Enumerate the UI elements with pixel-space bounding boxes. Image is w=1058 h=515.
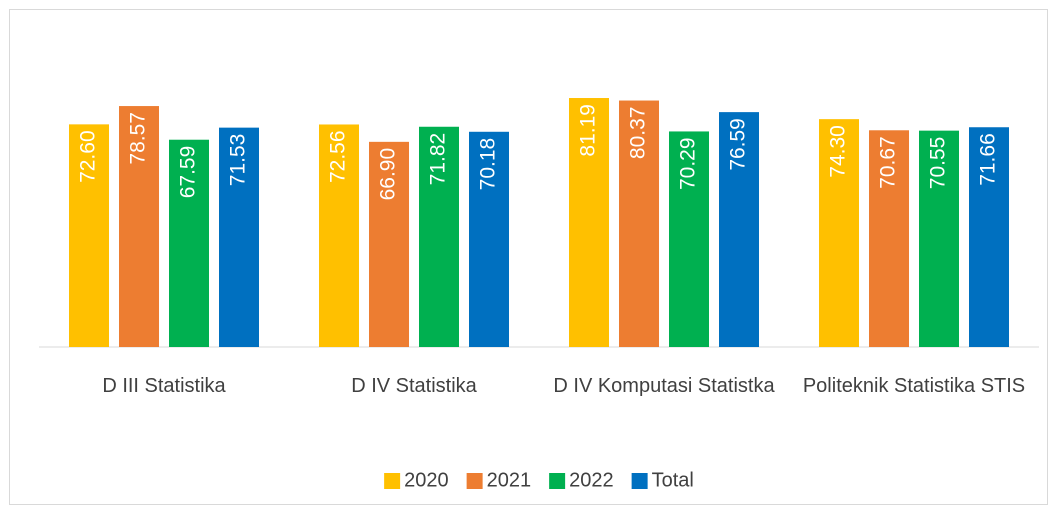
data-label: 72.60 xyxy=(77,130,100,183)
x-tick-label: D IV Statistika xyxy=(351,375,477,397)
data-label: 78.57 xyxy=(127,112,150,165)
data-label: 70.18 xyxy=(477,138,500,191)
legend-label: 2022 xyxy=(569,469,614,491)
bar xyxy=(819,119,859,347)
legend-label: 2020 xyxy=(404,469,449,491)
bar xyxy=(569,98,609,347)
bar xyxy=(719,112,759,348)
bar xyxy=(169,139,209,347)
data-label: 71.82 xyxy=(427,133,450,186)
bar xyxy=(919,130,959,347)
bar xyxy=(469,131,509,347)
bar xyxy=(619,100,659,347)
legend-label: 2021 xyxy=(487,469,532,491)
data-label: 66.90 xyxy=(377,148,400,201)
bar xyxy=(369,141,409,347)
data-label: 70.29 xyxy=(677,137,700,190)
data-label: 74.30 xyxy=(827,125,850,178)
legend: 2020 2021 2022 Total xyxy=(384,469,694,491)
legend-label: Total xyxy=(652,469,694,491)
legend-swatch xyxy=(631,473,648,489)
bar xyxy=(969,127,1009,347)
bar xyxy=(69,124,109,347)
bar xyxy=(869,130,909,347)
legend-swatch xyxy=(549,473,566,489)
data-label: 67.59 xyxy=(177,146,200,199)
x-tick-label: D III Statistika xyxy=(102,375,226,397)
legend-swatch xyxy=(384,473,401,489)
data-label: 81.19 xyxy=(577,104,600,157)
x-tick-label: Politeknik Statistika STIS xyxy=(803,375,1025,397)
bar xyxy=(319,124,359,347)
x-tick-label: D IV Komputasi Statistka xyxy=(553,375,775,397)
data-label: 72.56 xyxy=(327,130,350,183)
data-label: 71.66 xyxy=(977,133,1000,186)
bar xyxy=(669,131,709,347)
data-label: 80.37 xyxy=(627,107,650,160)
data-label: 71.53 xyxy=(227,134,250,187)
bar xyxy=(419,126,459,347)
bar xyxy=(119,106,159,347)
bar xyxy=(219,127,259,348)
data-label: 70.55 xyxy=(927,137,950,190)
legend-swatch xyxy=(466,473,483,489)
data-label: 76.59 xyxy=(727,118,750,171)
data-label: 70.67 xyxy=(877,136,900,189)
